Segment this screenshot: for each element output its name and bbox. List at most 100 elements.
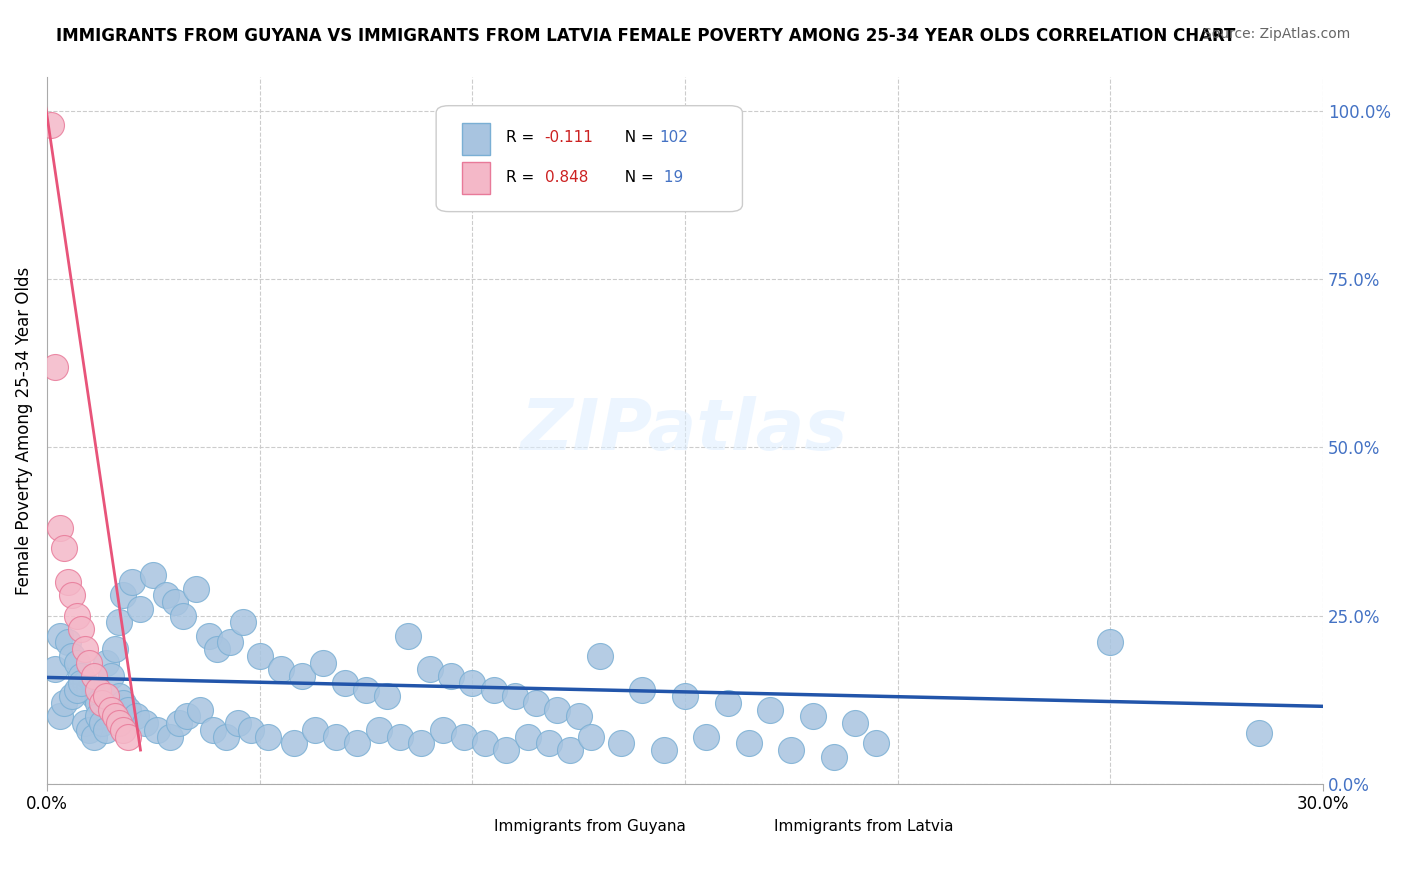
Point xyxy=(240,723,263,737)
Bar xyxy=(461,162,489,194)
Point xyxy=(716,696,738,710)
Point xyxy=(1249,726,1271,740)
Point xyxy=(411,736,433,750)
Point xyxy=(270,662,292,676)
Point xyxy=(844,716,866,731)
Point xyxy=(228,716,250,731)
Point xyxy=(176,709,198,723)
Text: 0.848: 0.848 xyxy=(544,170,588,186)
Point xyxy=(167,716,190,731)
Point xyxy=(39,118,62,132)
Point xyxy=(214,730,236,744)
Point xyxy=(432,723,454,737)
Point xyxy=(283,736,305,750)
Point xyxy=(96,690,118,704)
Point xyxy=(52,541,75,556)
Y-axis label: Female Poverty Among 25-34 Year Olds: Female Poverty Among 25-34 Year Olds xyxy=(15,267,32,595)
Point xyxy=(738,736,761,750)
Point xyxy=(48,629,70,643)
Bar xyxy=(461,123,489,155)
Point xyxy=(108,690,131,704)
Point xyxy=(188,703,211,717)
Point xyxy=(801,709,824,723)
Text: R =: R = xyxy=(506,130,540,145)
Point xyxy=(108,615,131,630)
Point xyxy=(125,709,148,723)
Point xyxy=(453,730,475,744)
Point xyxy=(304,723,326,737)
Point xyxy=(100,696,122,710)
Point xyxy=(104,642,127,657)
Point xyxy=(129,602,152,616)
Point xyxy=(419,662,441,676)
Text: Immigrants from Guyana: Immigrants from Guyana xyxy=(494,819,686,833)
Point xyxy=(83,690,105,704)
Point xyxy=(546,703,568,717)
Text: Source: ZipAtlas.com: Source: ZipAtlas.com xyxy=(1202,27,1350,41)
Point xyxy=(325,730,347,744)
Text: -0.111: -0.111 xyxy=(544,130,593,145)
Point xyxy=(482,682,505,697)
Point xyxy=(367,723,389,737)
Point xyxy=(66,608,89,623)
Point xyxy=(257,730,280,744)
Point xyxy=(155,588,177,602)
Point xyxy=(79,723,101,737)
Point xyxy=(70,622,93,636)
Point xyxy=(398,629,420,643)
Point xyxy=(91,716,114,731)
Bar xyxy=(443,814,474,835)
Point xyxy=(172,608,194,623)
Bar xyxy=(723,814,755,835)
Point xyxy=(333,675,356,690)
Point xyxy=(1099,635,1122,649)
Point xyxy=(461,675,484,690)
Point xyxy=(48,709,70,723)
Point xyxy=(83,730,105,744)
Point xyxy=(197,629,219,643)
Point xyxy=(375,690,398,704)
Point xyxy=(70,675,93,690)
Point xyxy=(759,703,782,717)
Point xyxy=(66,656,89,670)
Point xyxy=(560,743,582,757)
Point xyxy=(695,730,717,744)
Text: ZIPatlas: ZIPatlas xyxy=(522,396,849,465)
Point xyxy=(121,574,143,589)
Point xyxy=(75,675,97,690)
Point xyxy=(134,716,156,731)
Point xyxy=(249,648,271,663)
Point xyxy=(568,709,591,723)
FancyBboxPatch shape xyxy=(436,105,742,211)
Point xyxy=(56,635,79,649)
Point xyxy=(112,696,135,710)
Point xyxy=(610,736,633,750)
Point xyxy=(780,743,803,757)
Point xyxy=(823,749,845,764)
Point xyxy=(117,703,139,717)
Point xyxy=(104,709,127,723)
Text: R =: R = xyxy=(506,170,540,186)
Point xyxy=(91,696,114,710)
Text: N =: N = xyxy=(614,170,658,186)
Point xyxy=(52,696,75,710)
Point xyxy=(184,582,207,596)
Point xyxy=(112,588,135,602)
Point xyxy=(312,656,335,670)
Point xyxy=(354,682,377,697)
Text: 19: 19 xyxy=(659,170,683,186)
Point xyxy=(112,723,135,737)
Point xyxy=(100,669,122,683)
Point xyxy=(62,690,84,704)
Point xyxy=(218,635,240,649)
Point xyxy=(388,730,411,744)
Point xyxy=(589,648,612,663)
Point xyxy=(44,359,66,374)
Point xyxy=(503,690,526,704)
Point xyxy=(62,588,84,602)
Point xyxy=(346,736,368,750)
Text: IMMIGRANTS FROM GUYANA VS IMMIGRANTS FROM LATVIA FEMALE POVERTY AMONG 25-34 YEAR: IMMIGRANTS FROM GUYANA VS IMMIGRANTS FRO… xyxy=(56,27,1236,45)
Point xyxy=(104,703,127,717)
Point xyxy=(474,736,496,750)
Text: 102: 102 xyxy=(659,130,689,145)
